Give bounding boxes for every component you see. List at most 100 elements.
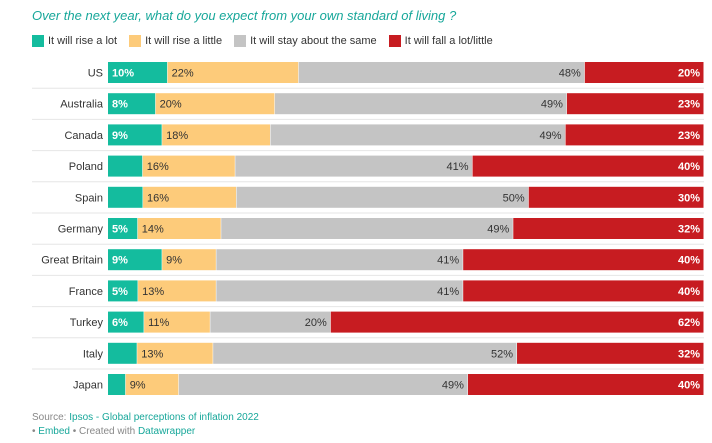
data-label-australia-it-will-rise-a-lot: 8% bbox=[112, 99, 128, 111]
legend: It will rise a lot It will rise a little… bbox=[32, 34, 505, 48]
datawrapper-link[interactable]: Datawrapper bbox=[137, 426, 196, 437]
category-label-france: France bbox=[69, 286, 103, 298]
data-label-japan-it-will-stay-about-the-same: 49% bbox=[442, 380, 464, 392]
data-label-spain-it-will-rise-a-little: 16% bbox=[147, 192, 169, 204]
bar-segment-japan-it-will-rise-a-little bbox=[125, 374, 179, 395]
created-prefix: • Created with bbox=[69, 426, 138, 437]
data-label-italy-it-will-rise-a-little: 13% bbox=[141, 348, 163, 360]
bar-segment-germany-it-will-stay-about-the-same bbox=[221, 218, 513, 239]
bar-segment-great-britain-it-will-rise-a-little bbox=[162, 249, 216, 271]
bar-segment-great-britain-it-will-fall-a-lot-little bbox=[463, 249, 704, 271]
category-label-italy: Italy bbox=[83, 348, 104, 360]
bar-segment-australia-it-will-fall-a-lot-little bbox=[566, 93, 704, 115]
credit-bullet: • bbox=[32, 426, 39, 437]
bar-segment-canada-it-will-rise-a-lot bbox=[108, 124, 162, 146]
bar-segment-poland-it-will-stay-about-the-same bbox=[235, 155, 473, 177]
data-label-canada-it-will-stay-about-the-same: 49% bbox=[540, 130, 562, 142]
data-label-germany-it-will-stay-about-the-same: 49% bbox=[487, 224, 509, 236]
data-label-turkey-it-will-rise-a-lot: 6% bbox=[112, 317, 128, 329]
data-label-great-britain-it-will-rise-a-lot: 9% bbox=[112, 255, 128, 267]
bar-segment-us-it-will-rise-a-little bbox=[167, 62, 299, 83]
bar-segment-australia-it-will-stay-about-the-same bbox=[274, 93, 567, 115]
bar-segment-italy-it-will-fall-a-lot-little bbox=[517, 342, 704, 364]
bar-segment-canada-it-will-rise-a-little bbox=[162, 124, 271, 146]
category-label-japan: Japan bbox=[73, 380, 103, 392]
bar-segment-us-it-will-fall-a-lot-little bbox=[584, 62, 704, 83]
data-label-canada-it-will-rise-a-lot: 9% bbox=[112, 130, 128, 142]
bar-segment-japan-it-will-fall-a-lot-little bbox=[467, 374, 704, 395]
data-label-great-britain-it-will-stay-about-the-same: 41% bbox=[437, 255, 459, 267]
bar-segment-australia-it-will-rise-a-lot bbox=[108, 93, 156, 115]
credit-line: • Embed • Created with Datawrapper bbox=[32, 425, 259, 439]
data-label-germany-it-will-rise-a-lot: 5% bbox=[112, 224, 128, 236]
data-label-france-it-will-fall-a-lot-little: 40% bbox=[678, 286, 700, 298]
data-label-poland-it-will-rise-a-little: 16% bbox=[147, 161, 169, 173]
data-label-us-it-will-rise-a-little: 22% bbox=[172, 68, 194, 80]
bar-segment-spain-it-will-stay-about-the-same bbox=[236, 186, 529, 208]
data-label-australia-it-will-stay-about-the-same: 49% bbox=[541, 99, 563, 111]
bar-segment-germany-it-will-fall-a-lot-little bbox=[513, 218, 704, 239]
data-label-poland-it-will-stay-about-the-same: 41% bbox=[447, 161, 469, 173]
bar-segment-australia-it-will-rise-a-little bbox=[155, 93, 275, 115]
data-label-us-it-will-fall-a-lot-little: 20% bbox=[678, 68, 700, 80]
legend-swatch-fall bbox=[388, 35, 401, 47]
data-label-poland-it-will-fall-a-lot-little: 40% bbox=[678, 161, 700, 173]
data-label-japan-it-will-rise-a-little: 9% bbox=[130, 380, 146, 392]
bar-segment-canada-it-will-fall-a-lot-little bbox=[565, 124, 704, 146]
source-link[interactable]: Ipsos - Global perceptions of inflation … bbox=[69, 412, 259, 423]
category-label-australia: Australia bbox=[60, 99, 104, 111]
bar-segment-italy-it-will-rise-a-little bbox=[137, 342, 213, 364]
category-label-great-britain: Great Britain bbox=[41, 255, 103, 267]
bar-segment-spain-it-will-fall-a-lot-little bbox=[528, 186, 704, 208]
category-label-spain: Spain bbox=[75, 192, 103, 204]
data-label-france-it-will-stay-about-the-same: 41% bbox=[437, 286, 459, 298]
data-label-us-it-will-rise-a-lot: 10% bbox=[112, 68, 134, 80]
legend-swatch-rise-little bbox=[129, 35, 142, 47]
legend-item-fall: It will fall a lot/little bbox=[388, 35, 493, 47]
bar-segment-italy-it-will-rise-a-lot bbox=[108, 342, 137, 364]
bar-segment-germany-it-will-rise-a-little bbox=[137, 218, 221, 239]
stacked-bar-chart: US 10% 22% 48% 20% Australia 8% 20% 49% 23% Canada… bbox=[32, 62, 704, 395]
bar-segment-italy-it-will-stay-about-the-same bbox=[213, 342, 517, 364]
footer: Source: Ipsos - Global perceptions of in… bbox=[32, 411, 259, 439]
data-label-italy-it-will-fall-a-lot-little: 32% bbox=[678, 348, 700, 360]
bar-segment-poland-it-will-fall-a-lot-little bbox=[472, 155, 704, 177]
legend-label-rise-lot: It will rise a lot bbox=[48, 35, 118, 47]
bar-segment-france-it-will-fall-a-lot-little bbox=[463, 280, 704, 302]
legend-swatch-stay-same bbox=[234, 35, 247, 47]
bar-segment-spain-it-will-rise-a-little bbox=[143, 186, 237, 208]
data-label-spain-it-will-fall-a-lot-little: 30% bbox=[678, 192, 700, 204]
category-label-turkey: Turkey bbox=[70, 317, 104, 329]
data-label-turkey-it-will-fall-a-lot-little: 62% bbox=[678, 317, 700, 329]
data-label-canada-it-will-rise-a-little: 18% bbox=[166, 130, 188, 142]
legend-item-rise-lot: It will rise a lot bbox=[32, 35, 117, 47]
data-label-spain-it-will-stay-about-the-same: 50% bbox=[503, 192, 525, 204]
data-label-japan-it-will-fall-a-lot-little: 40% bbox=[678, 380, 700, 392]
bar-segment-turkey-it-will-rise-a-little bbox=[144, 311, 210, 333]
data-label-australia-it-will-rise-a-little: 20% bbox=[160, 99, 182, 111]
category-label-canada: Canada bbox=[64, 130, 103, 142]
legend-swatch-rise-lot bbox=[32, 35, 44, 47]
bar-segment-turkey-it-will-rise-a-lot bbox=[108, 311, 144, 333]
data-label-canada-it-will-fall-a-lot-little: 23% bbox=[678, 130, 700, 142]
source-line: Source: Ipsos - Global perceptions of in… bbox=[32, 411, 259, 425]
bar-segment-turkey-it-will-stay-about-the-same bbox=[210, 311, 331, 333]
data-label-great-britain-it-will-fall-a-lot-little: 40% bbox=[678, 255, 700, 267]
bar-segment-great-britain-it-will-stay-about-the-same bbox=[216, 249, 463, 271]
data-label-great-britain-it-will-rise-a-little: 9% bbox=[166, 255, 182, 267]
bar-segment-great-britain-it-will-rise-a-lot bbox=[108, 249, 162, 271]
category-label-poland: Poland bbox=[69, 161, 103, 173]
bar-segment-japan-it-will-rise-a-lot bbox=[108, 374, 126, 395]
bar-segment-poland-it-will-rise-a-lot bbox=[108, 155, 143, 177]
source-prefix: Source: bbox=[32, 412, 70, 423]
data-label-australia-it-will-fall-a-lot-little: 23% bbox=[678, 99, 700, 111]
bar-segment-us-it-will-rise-a-lot bbox=[108, 62, 168, 83]
embed-link[interactable]: Embed bbox=[38, 426, 70, 437]
bar-segment-germany-it-will-rise-a-lot bbox=[108, 218, 138, 239]
legend-item-stay-same: It will stay about the same bbox=[234, 35, 377, 47]
bar-segment-turkey-it-will-fall-a-lot-little bbox=[330, 311, 704, 333]
data-label-turkey-it-will-stay-about-the-same: 20% bbox=[305, 317, 327, 329]
data-label-france-it-will-rise-a-little: 13% bbox=[142, 286, 164, 298]
data-label-turkey-it-will-rise-a-little: 11% bbox=[148, 317, 169, 329]
bar-segment-france-it-will-rise-a-little bbox=[138, 280, 216, 302]
